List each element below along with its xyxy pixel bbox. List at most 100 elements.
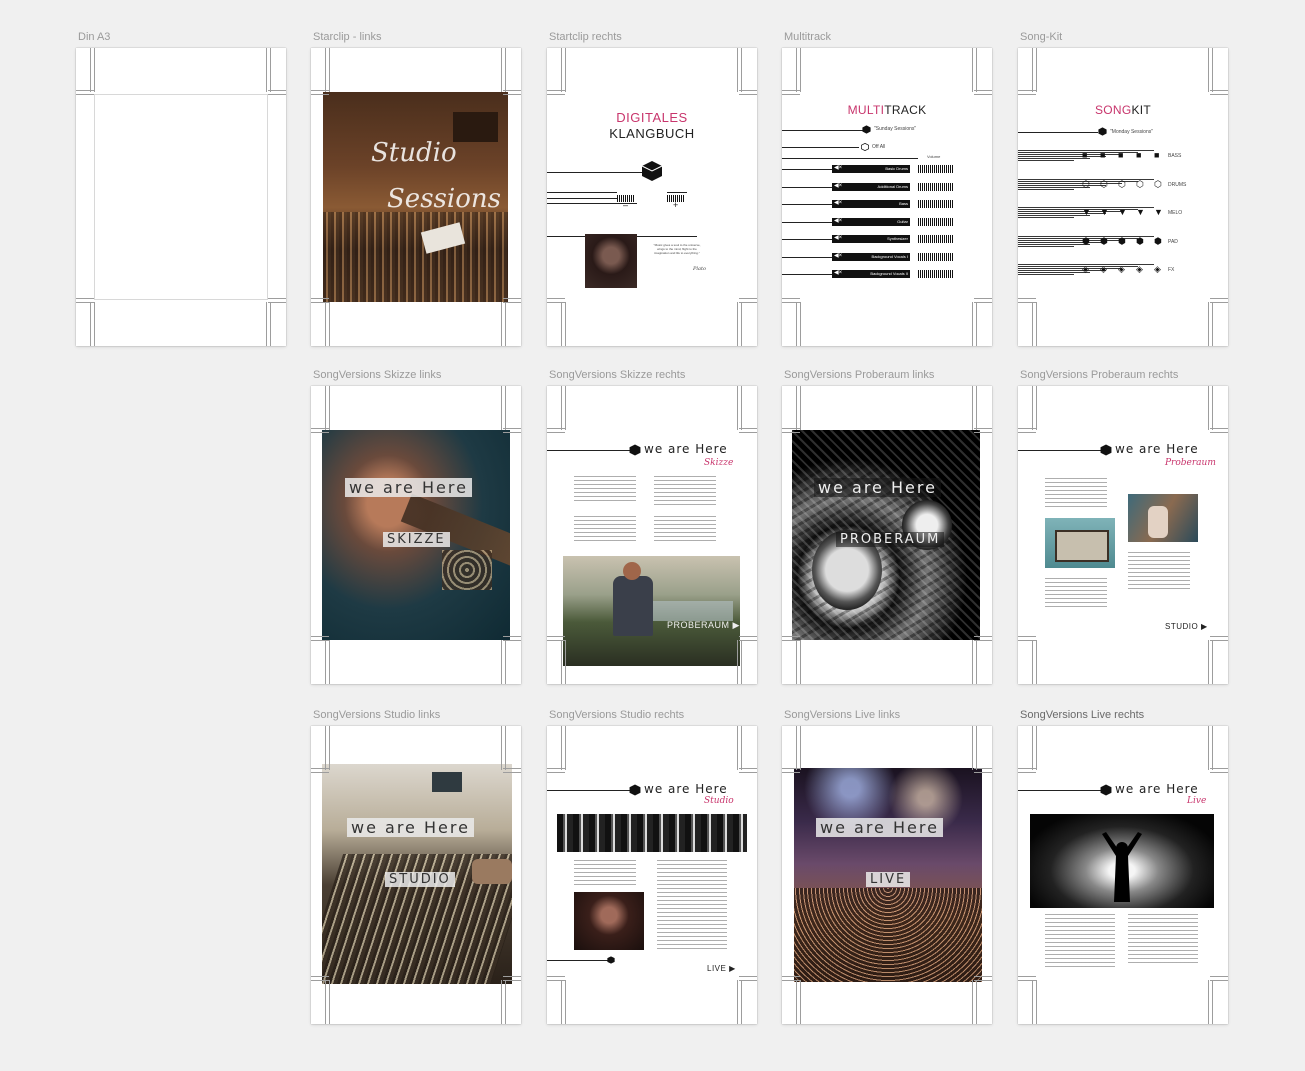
cube-icon[interactable] <box>1100 444 1112 456</box>
kit-pad-icon[interactable]: ⬡ <box>1154 178 1162 189</box>
speaker-icon[interactable]: ◀× <box>834 200 843 206</box>
next-link-live[interactable]: LIVE ▶ <box>707 964 736 973</box>
artboard-title[interactable]: SongVersions Live rechts <box>1020 709 1145 721</box>
speaker-icon[interactable]: ◀× <box>834 235 843 241</box>
next-link-label[interactable]: STUDIO <box>1165 622 1199 631</box>
track-row[interactable]: ◀× Background Vocals I <box>782 252 992 263</box>
plus-label[interactable]: + <box>673 200 679 210</box>
kit-pad-icon[interactable]: ⬢ <box>1136 235 1144 246</box>
track-row[interactable]: ◀× Guitar <box>782 217 992 228</box>
track-row[interactable]: ◀× Background Vocals II <box>782 270 992 280</box>
kit-pad-icon[interactable]: ⬢ <box>1100 235 1108 246</box>
speaker-icon[interactable]: ◀× <box>834 217 843 224</box>
kit-pad-icon[interactable]: ◈ <box>1082 264 1089 274</box>
kit-row-drums[interactable]: ⬡ ⬡ ⬡ ⬡ ⬡ DRUMS <box>1018 178 1228 193</box>
minus-label[interactable]: – <box>623 200 629 210</box>
kit-pad-icon[interactable]: ▼ <box>1154 207 1163 217</box>
crop-mark <box>739 298 757 299</box>
artboard-title[interactable]: SongVersions Studio rechts <box>549 709 685 721</box>
speaker-icon[interactable]: ◀× <box>834 252 843 259</box>
artboard-title[interactable]: Din A3 <box>78 31 111 43</box>
crop-mark <box>1208 980 1209 1024</box>
track-meter[interactable] <box>918 200 953 208</box>
kit-pad-icon[interactable]: ■ <box>1136 150 1142 160</box>
track-meter[interactable] <box>918 182 953 191</box>
cube-outline-icon[interactable] <box>861 143 869 151</box>
next-link-proberaum[interactable]: PROBERAUM ▶ <box>667 620 740 631</box>
kit-pad-icon[interactable]: ▼ <box>1082 207 1091 217</box>
track-bar[interactable] <box>832 270 910 278</box>
off-all-label[interactable]: Off All <box>872 144 886 150</box>
kit-pad-icon[interactable]: ■ <box>1082 150 1088 160</box>
artboard-title[interactable]: SongVersions Live links <box>784 709 901 721</box>
kit-row-fx[interactable]: ◈ ◈ ◈ ◈ ◈ FX <box>1018 264 1228 278</box>
guitarist-photo <box>563 556 740 666</box>
kit-pad-icon[interactable]: ◈ <box>1154 264 1161 274</box>
track-bar[interactable] <box>832 200 910 208</box>
kit-pad-icon[interactable]: ⬢ <box>1082 235 1090 246</box>
artboard-title[interactable]: SongVersions Skizze rechts <box>549 369 686 381</box>
crop-mark <box>974 976 992 977</box>
volume-meter-right[interactable] <box>667 195 685 202</box>
artboard-title[interactable]: SongVersions Studio links <box>313 709 441 721</box>
next-link-label[interactable]: PROBERAUM <box>667 620 730 630</box>
track-meter[interactable] <box>918 235 953 243</box>
track-row[interactable]: ◀× Basic Drums <box>782 165 992 175</box>
kit-pad-icon[interactable]: ⬢ <box>1154 235 1162 246</box>
artboard-title[interactable]: SongVersions Proberaum links <box>784 369 935 381</box>
track-bar[interactable] <box>832 165 910 173</box>
kit-pad-icon[interactable]: ▼ <box>1136 207 1145 217</box>
artboard-title[interactable]: Multitrack <box>784 31 832 43</box>
cube-icon[interactable] <box>629 784 641 796</box>
crop-mark <box>501 386 502 430</box>
kit-pad-icon[interactable]: ◈ <box>1136 264 1143 274</box>
kit-pad-icon[interactable]: ▼ <box>1118 207 1127 217</box>
crop-mark <box>741 386 742 430</box>
kit-pad-icon[interactable]: ⬡ <box>1100 178 1108 189</box>
kit-row-pad[interactable]: ⬢ ⬢ ⬢ ⬢ ⬢ PAD <box>1018 235 1228 250</box>
kit-pad-icon[interactable]: ▼ <box>1100 207 1109 217</box>
volume-meter-left[interactable] <box>617 195 635 202</box>
kit-pad-icon[interactable]: ⬡ <box>1118 178 1126 189</box>
artboard-title[interactable]: Song-Kit <box>1020 31 1063 43</box>
track-meter[interactable] <box>918 252 953 261</box>
crop-mark <box>325 980 326 1024</box>
crop-mark <box>739 772 757 773</box>
kit-pad-icon[interactable]: ◈ <box>1118 264 1125 274</box>
kit-pad-icon[interactable]: ■ <box>1154 150 1160 160</box>
cube-icon[interactable] <box>1100 784 1112 796</box>
artboard-title[interactable]: SongVersions Proberaum rechts <box>1020 369 1179 381</box>
artboard-title[interactable]: Starclip - links <box>313 31 382 43</box>
track-row[interactable]: ◀× Synthesizer <box>782 235 992 245</box>
speaker-icon[interactable]: ◀× <box>834 270 843 276</box>
track-meter[interactable] <box>918 270 953 278</box>
next-link-studio[interactable]: STUDIO ▶ <box>1165 622 1208 631</box>
kit-row-melo[interactable]: ▼ ▼ ▼ ▼ ▼ MELO <box>1018 207 1228 221</box>
crop-mark <box>329 386 330 430</box>
track-row[interactable]: ◀× Additional Drums <box>782 182 992 193</box>
crop-mark <box>974 298 992 299</box>
kit-pad-icon[interactable]: ⬢ <box>1118 235 1126 246</box>
speaker-icon[interactable]: ◀× <box>834 165 843 171</box>
kit-pad-icon[interactable]: ■ <box>1100 150 1106 160</box>
cube-icon[interactable] <box>629 444 641 456</box>
track-bar[interactable] <box>832 235 910 243</box>
track-bar[interactable] <box>832 252 910 261</box>
next-link-label[interactable]: LIVE <box>707 964 727 973</box>
kit-row-bass[interactable]: ■ ■ ■ ■ ■ BASS <box>1018 150 1228 164</box>
kit-pad-icon[interactable]: ⬡ <box>1136 178 1144 189</box>
artboard-title[interactable]: SongVersions Skizze links <box>313 369 442 381</box>
track-meter[interactable] <box>918 217 953 226</box>
track-row[interactable]: ◀× Bass <box>782 200 992 210</box>
speaker-icon[interactable]: ◀× <box>834 182 843 189</box>
track-bar[interactable] <box>832 217 910 226</box>
track-meter[interactable] <box>918 165 953 173</box>
kit-pad-icon[interactable]: ⬡ <box>1082 178 1090 189</box>
cube-icon[interactable] <box>641 160 663 182</box>
crop-mark <box>974 980 992 981</box>
track-bar[interactable] <box>832 182 910 191</box>
kit-pad-icon[interactable]: ◈ <box>1100 264 1107 274</box>
crop-mark <box>976 726 977 770</box>
kit-pad-icon[interactable]: ■ <box>1118 150 1124 160</box>
artboard-title[interactable]: Startclip rechts <box>549 31 622 43</box>
